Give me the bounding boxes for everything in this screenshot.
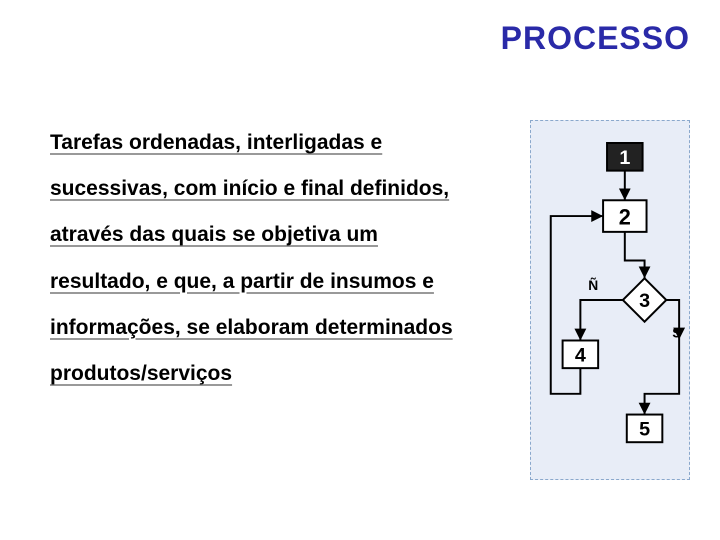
edge-label: S xyxy=(672,325,681,341)
edge-label: Ñ xyxy=(588,276,598,293)
flow-edge xyxy=(625,232,645,278)
page-title: PROCESSO xyxy=(501,20,690,57)
flow-node-label-n1: 1 xyxy=(619,147,630,169)
flow-edge xyxy=(580,300,622,340)
flow-node-label-n2: 2 xyxy=(619,205,631,230)
flowchart-svg: 1 2 3 4 5 Ñ S xyxy=(531,121,689,479)
flow-node-label-n4: 4 xyxy=(575,344,586,366)
description-text: Tarefas ordenadas, interligadas e sucess… xyxy=(50,120,480,397)
flow-node-label-n3: 3 xyxy=(639,290,650,312)
flowchart-container: 1 2 3 4 5 Ñ S xyxy=(530,120,690,480)
flow-node-label-n5: 5 xyxy=(639,418,650,440)
flow-edge xyxy=(645,340,680,415)
